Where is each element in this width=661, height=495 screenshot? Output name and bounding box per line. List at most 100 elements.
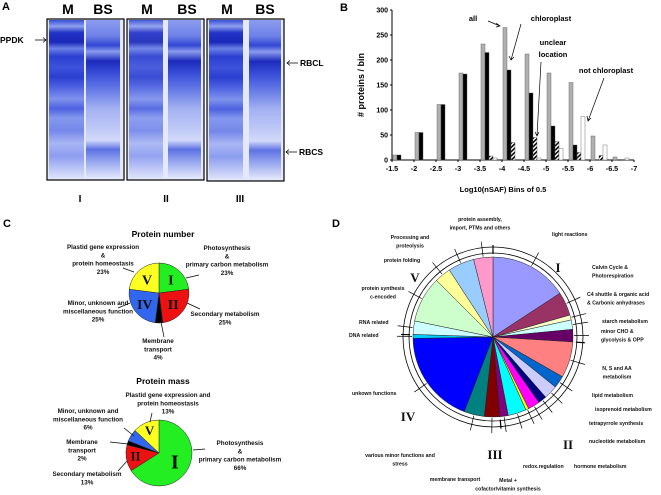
slice-label: proteolysis <box>396 244 424 250</box>
slice-label: transport <box>144 346 173 353</box>
group-numeral: V <box>410 270 420 285</box>
bar-all <box>590 135 596 161</box>
leader-line <box>122 267 135 273</box>
bar-chloroplast <box>550 125 556 161</box>
bar-not-chloroplast <box>602 144 608 161</box>
slice-label: import, PTMs and others <box>450 226 511 232</box>
pie-functional-categories: light reactions Calvin Cycle & Photorespir… <box>349 217 652 493</box>
bar-unclear-location <box>532 137 538 161</box>
gel-lane-bs-i <box>86 20 120 178</box>
group-separator <box>575 341 585 344</box>
x-tick-label: -6 <box>587 164 593 173</box>
pie-numeral: IV <box>137 298 153 313</box>
slice-label: protein homeostasis <box>72 261 134 268</box>
slice-label: hormone metabolism <box>574 464 627 470</box>
gel-lane-m-ii <box>129 20 163 178</box>
leader-line <box>469 415 475 431</box>
annotation-arrows <box>487 20 605 137</box>
bar-all <box>436 104 442 161</box>
slice-label: 13% <box>81 479 94 486</box>
slice-label: tetrapyrrole synthesis <box>589 421 643 427</box>
y-tick-label: 150 <box>376 83 388 90</box>
bar-unclear-location <box>554 141 560 161</box>
panel-label-c: C <box>3 218 11 230</box>
bar-not-chloroplast <box>536 157 542 161</box>
bar-not-chloroplast <box>558 148 564 161</box>
slice-label: stress <box>392 462 407 468</box>
bar-chloroplast <box>506 69 512 161</box>
pie-slice <box>158 288 190 324</box>
leader-line <box>160 321 165 338</box>
leader-line <box>531 252 539 266</box>
gel-lane-bs-ii <box>168 20 201 178</box>
slice-label: RNA related <box>359 320 389 326</box>
x-tick-label: -2.5 <box>430 164 442 173</box>
panel-label-d: D <box>332 218 340 230</box>
annotation-unclear: unclear <box>540 38 567 47</box>
panel-label-a: A <box>2 1 10 13</box>
gel-panel <box>46 18 285 182</box>
slice-label: Calvin Cycle & <box>592 265 628 271</box>
y-axis-label: # proteins / bin <box>356 53 366 117</box>
slice-label: 23% <box>97 269 110 276</box>
slice-label: & Carbonic anhydrases <box>587 301 645 307</box>
group-separator <box>499 419 502 429</box>
y-tick-label: 250 <box>376 33 388 40</box>
pie-title-number: Protein number <box>132 229 196 239</box>
bar-all <box>480 43 486 161</box>
pie-slice <box>473 256 494 338</box>
leader-line <box>517 414 523 429</box>
y-tick-label: 0 <box>384 158 388 165</box>
slice-label: 13% <box>162 409 175 416</box>
leader-line <box>534 406 543 420</box>
slice-label: Membrane <box>66 439 98 446</box>
leader-line <box>432 262 443 275</box>
lane-label: BS <box>177 1 196 17</box>
group-numeral: II <box>563 437 573 452</box>
slice-label: various minor functions and <box>365 453 435 459</box>
pie-slice <box>492 256 561 338</box>
slice-label: Processing and <box>391 235 430 241</box>
arrow-icon <box>35 37 47 43</box>
slice-label: light reactions <box>552 232 588 238</box>
slice-label: isoprenoid metabolism <box>595 407 652 413</box>
slice-label: starch metabolism <box>602 319 648 325</box>
slice-label: Plastid gene expression and <box>125 392 210 399</box>
leader-line <box>186 302 201 310</box>
bar-all <box>502 27 508 161</box>
y-tick-label: 100 <box>376 108 388 115</box>
slice-label: 4% <box>153 355 163 362</box>
x-tick-label: -5.5 <box>562 164 574 173</box>
bar-all <box>458 72 464 161</box>
slice-label: protein synthesis <box>362 286 405 292</box>
bar-all <box>568 82 574 161</box>
leader-line <box>542 400 553 413</box>
pie-slice <box>158 262 190 294</box>
marker-rbcl: RBCL <box>300 58 324 68</box>
leader-line <box>559 382 573 392</box>
x-tick-label: -6.5 <box>606 164 618 173</box>
lane-label: BS <box>93 1 112 17</box>
arrow-icon <box>286 60 298 66</box>
slice-label: DNA related <box>349 333 379 339</box>
pie-numeral: I <box>168 273 173 288</box>
slice-label: 25% <box>92 317 105 324</box>
leader-line <box>527 410 535 424</box>
slice-label: cofactor/vitamin synthesis <box>475 487 541 493</box>
pie-numeral: V <box>142 273 152 288</box>
bar-chloroplast <box>484 52 490 161</box>
slice-label: 2% <box>77 456 87 463</box>
histogram-chart: 0 50 100 150 200 250 300 -1.5 -2 -2.5 -3 -3.5 -4 -4.5… <box>356 8 637 195</box>
slice-label: Metal + <box>499 478 517 484</box>
bar-chloroplast <box>418 132 424 161</box>
bar-all <box>392 154 398 161</box>
x-tick-label: -5 <box>543 164 549 173</box>
y-tick-label: 50 <box>380 133 388 140</box>
group-numeral: III <box>487 447 502 462</box>
leader-line <box>571 313 587 318</box>
arrow-icon <box>285 149 297 155</box>
y-tick-label: 200 <box>376 58 388 65</box>
slice-label: primary carbon metabolism <box>186 262 269 269</box>
x-tick-label: -3.5 <box>474 164 486 173</box>
